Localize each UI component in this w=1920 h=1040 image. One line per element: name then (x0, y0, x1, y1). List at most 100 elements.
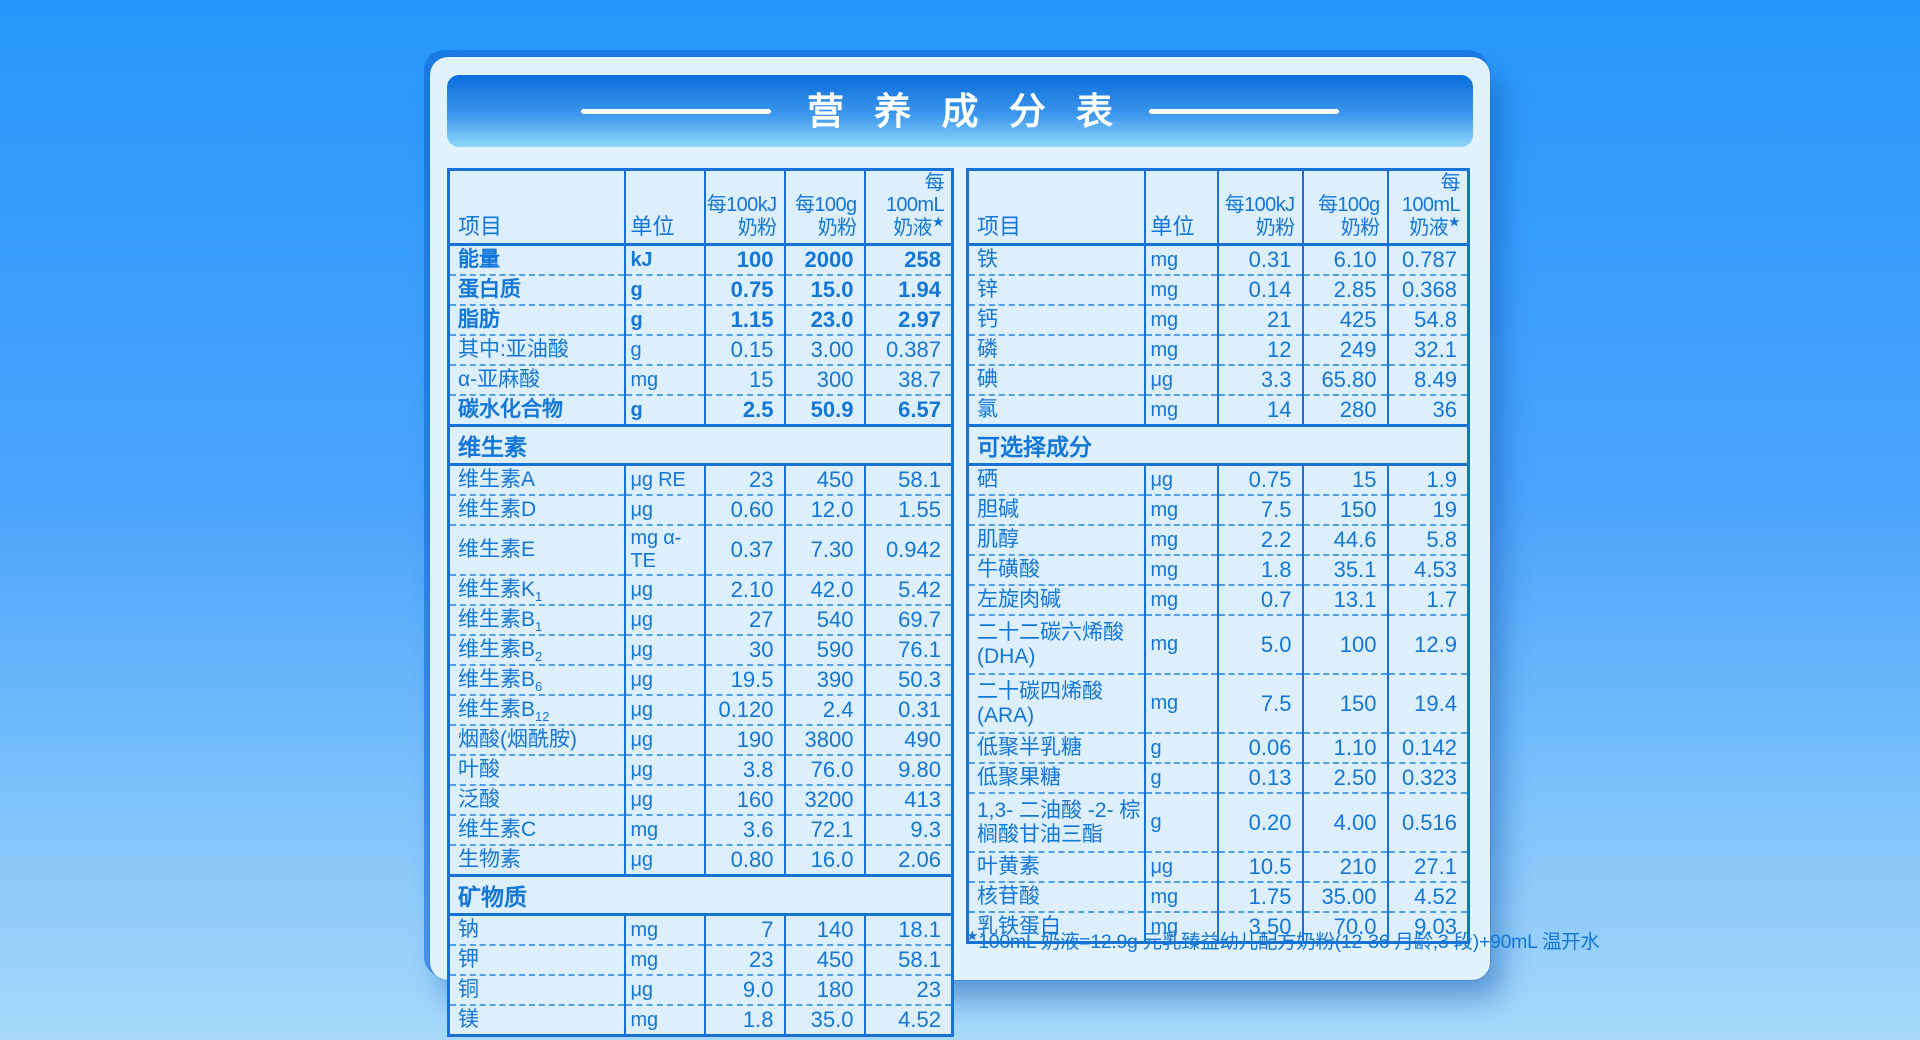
value-per-100ml: 18.1 (863, 913, 953, 946)
value-per-100ml: 1.9 (1386, 463, 1469, 496)
value-per-100ml: 2.06 (863, 844, 953, 876)
nutrient-name: 胆碱 (967, 494, 1145, 526)
value-per-100kj: 160 (703, 784, 785, 816)
col-header-per100kj: 每100kJ 奶粉 (1216, 169, 1303, 247)
value-per-100kj: 12 (1216, 334, 1303, 366)
value-per-100kj: 1.8 (703, 1004, 785, 1036)
nutrient-unit: mg (1143, 394, 1218, 426)
value-per-100ml: 258 (863, 243, 953, 276)
nutrition-table-right: 项目 单位 每100kJ 奶粉 每100g 奶粉 每100mL 奶液★ 铁 mg 0.31… (966, 168, 1470, 945)
value-per-100g: 150 (1301, 494, 1388, 526)
nutrient-unit: mg (1143, 614, 1218, 675)
value-per-100ml: 0.368 (1386, 274, 1469, 306)
nutrient-unit: mg (1143, 911, 1218, 943)
value-per-100kj: 10.5 (1216, 851, 1303, 883)
nutrient-name: 钠 (448, 913, 625, 946)
col-header-per100ml: 每100mL 奶液★ (1386, 169, 1469, 247)
value-per-100g: 210 (1301, 851, 1388, 883)
value-per-100g: 390 (783, 664, 865, 696)
value-per-100g: 590 (783, 634, 865, 666)
value-per-100g: 2.85 (1301, 274, 1388, 306)
value-per-100g: 42.0 (783, 574, 865, 606)
nutrient-name: 二十碳四烯酸 (ARA) (967, 673, 1145, 734)
header-row: 项目 单位 每100kJ 奶粉 每100g 奶粉 每100mL 奶液★ (967, 169, 1469, 247)
nutrient-name: 维生素C (448, 814, 625, 846)
table-row: 低聚果糖 g 0.13 2.50 0.323 (967, 762, 1469, 794)
value-per-100kj: 0.37 (703, 524, 785, 576)
value-per-100kj: 0.60 (703, 494, 785, 526)
value-per-100kj: 1.15 (703, 304, 785, 336)
nutrition-table-left: 项目 单位 每100kJ 奶粉 每100g 奶粉 每100mL 奶液★ 能量 kJ 100… (447, 168, 954, 1038)
nutrient-unit: mg (1143, 494, 1218, 526)
table-row: 乳铁蛋白 mg 3.50 70.0 9.03 (967, 911, 1469, 943)
nutrient-unit: μg (623, 604, 705, 636)
value-per-100kj: 0.75 (1216, 463, 1303, 496)
nutrient-name: 维生素E (448, 524, 625, 576)
table-row: 镁 mg 1.8 35.0 4.52 (448, 1004, 953, 1036)
value-per-100g: 15.0 (783, 274, 865, 306)
value-per-100kj: 3.8 (703, 754, 785, 786)
nutrient-unit: μg (623, 844, 705, 876)
nutrient-unit: mg (623, 1004, 705, 1036)
col-header-item: 项目 (967, 169, 1145, 247)
nutrient-unit: g (623, 334, 705, 366)
value-per-100g: 15 (1301, 463, 1388, 496)
col-header-per100g: 每100g 奶粉 (783, 169, 865, 247)
col-header-line1: 每100kJ (1224, 194, 1295, 217)
value-per-100kj: 19.5 (703, 664, 785, 696)
table-row: 叶酸 μg 3.8 76.0 9.80 (448, 754, 953, 786)
value-per-100g: 35.0 (783, 1004, 865, 1036)
value-per-100kj: 0.13 (1216, 762, 1303, 794)
col-header-per100ml: 每100mL 奶液★ (863, 169, 953, 247)
value-per-100ml: 1.7 (1386, 584, 1469, 616)
table-row: 氯 mg 14 280 36 (967, 394, 1469, 426)
nutrient-name: 能量 (448, 243, 625, 276)
value-per-100ml: 1.55 (863, 494, 953, 526)
table-row: 维生素B6 μg 19.5 390 50.3 (448, 664, 953, 696)
nutrient-name: 维生素B12 (448, 694, 625, 726)
value-per-100g: 140 (783, 913, 865, 946)
table-row: 肌醇 mg 2.2 44.6 5.8 (967, 524, 1469, 556)
value-per-100kj: 9.0 (703, 974, 785, 1006)
value-per-100ml: 0.142 (1386, 732, 1469, 764)
value-per-100ml: 23 (863, 974, 953, 1006)
nutrient-unit: mg (623, 944, 705, 976)
value-per-100g: 4.00 (1301, 792, 1388, 853)
value-per-100g: 12.0 (783, 494, 865, 526)
table-row: 铁 mg 0.31 6.10 0.787 (967, 243, 1469, 276)
nutrient-name: 氯 (967, 394, 1145, 426)
value-per-100g: 6.10 (1301, 243, 1388, 276)
header-row: 项目 单位 每100kJ 奶粉 每100g 奶粉 每100mL 奶液★ (448, 169, 953, 247)
nutrient-unit: μg (623, 694, 705, 726)
table-row: 硒 μg 0.75 15 1.9 (967, 463, 1469, 496)
nutrient-name: 叶黄素 (967, 851, 1145, 883)
nutrient-unit: mg (1143, 274, 1218, 306)
nutrient-unit: μg (623, 634, 705, 666)
value-per-100g: 280 (1301, 394, 1388, 426)
value-per-100ml: 50.3 (863, 664, 953, 696)
value-per-100ml: 58.1 (863, 944, 953, 976)
nutrient-name: 生物素 (448, 844, 625, 876)
col-header-line1: 每100kJ (706, 194, 777, 217)
col-header-line2: 奶粉 (737, 216, 777, 239)
col-header-line1: 每100g (1318, 194, 1380, 217)
nutrient-unit: μg (1143, 463, 1218, 496)
value-per-100ml: 2.97 (863, 304, 953, 336)
nutrient-name: 硒 (967, 463, 1145, 496)
value-per-100ml: 490 (863, 724, 953, 756)
nutrient-name: 铜 (448, 974, 625, 1006)
title-banner: 营 养 成 分 表 (447, 75, 1473, 147)
value-per-100ml: 32.1 (1386, 334, 1469, 366)
nutrient-name: 维生素B1 (448, 604, 625, 636)
nutrient-unit: mg (1143, 584, 1218, 616)
value-per-100g: 100 (1301, 614, 1388, 675)
value-per-100ml: 4.52 (1386, 881, 1469, 913)
table-row: 维生素E mg α-TE 0.37 7.30 0.942 (448, 524, 953, 576)
section-label: 维生素 (448, 424, 953, 467)
value-per-100g: 65.80 (1301, 364, 1388, 396)
value-per-100g: 72.1 (783, 814, 865, 846)
nutrient-name: 低聚果糖 (967, 762, 1145, 794)
value-per-100g: 3.00 (783, 334, 865, 366)
value-per-100ml: 0.942 (863, 524, 953, 576)
value-per-100kj: 7.5 (1216, 494, 1303, 526)
